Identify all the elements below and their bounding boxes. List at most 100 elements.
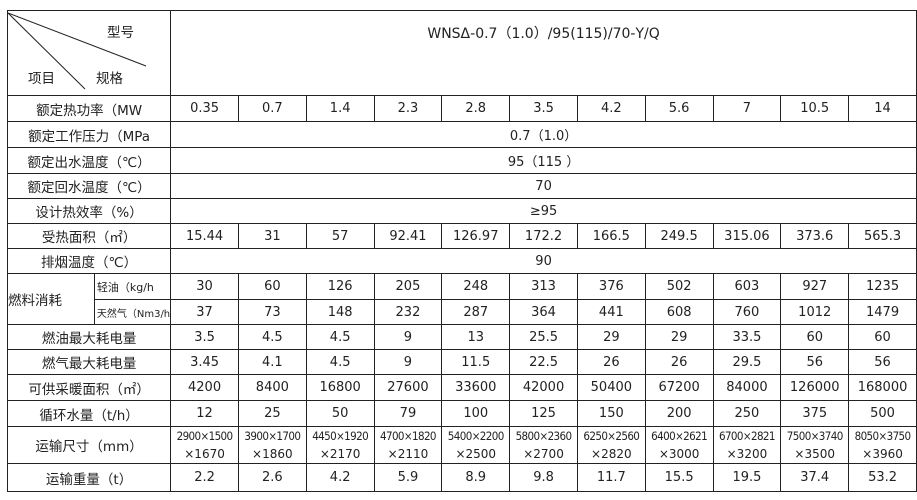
row-label: 受热面积（㎡） xyxy=(6,223,172,249)
dimension-cell: 5800×2360 ×2700 xyxy=(509,426,578,464)
value-cell: 760 xyxy=(712,299,782,325)
value-cell: 33600 xyxy=(441,374,511,401)
dimension-lw: 6250×2560 xyxy=(583,429,640,443)
value-cell: 27600 xyxy=(373,374,443,401)
dimension-cell: 4450×1920 ×2170 xyxy=(305,426,375,464)
value-cell: 50 xyxy=(305,400,375,427)
dimension-h: ×2170 xyxy=(319,447,361,461)
table-row: 额定工作压力（MPa 0.7（1.0） xyxy=(6,121,917,148)
value-cell: 56 xyxy=(848,349,917,375)
value-cell: 15.5 xyxy=(644,463,714,492)
value-cell: 60 xyxy=(848,324,917,350)
value-cell: 250 xyxy=(712,400,782,427)
value-cell: 15.44 xyxy=(170,223,239,249)
row-label: 额定热功率（MW xyxy=(6,95,172,122)
table-row: 运输重量（t） 2.2 2.6 4.2 5.9 8.9 9.8 11.7 15.5 19.5 37.… xyxy=(6,463,917,492)
table-row: 运输尺寸（mm） 2900×1500 ×1670 3900×1700 ×1860 4450… xyxy=(6,426,917,464)
value-cell: 31 xyxy=(237,223,307,249)
light-oil-label: 轻油（kg/h xyxy=(93,273,172,300)
value-cell: 0.35 xyxy=(170,95,239,122)
value-cell: 67200 xyxy=(644,374,714,401)
value-cell: 126.97 xyxy=(441,223,511,249)
dimension-lw: 7500×3740 xyxy=(786,429,844,443)
value-cell: 5.9 xyxy=(373,463,443,492)
row-label: 设计热效率（%） xyxy=(6,198,172,224)
value-cell: 10.5 xyxy=(780,95,850,122)
value-cell: 30 xyxy=(170,273,239,300)
value-cell: 100 xyxy=(441,400,511,427)
value-cell: 375 xyxy=(780,400,850,427)
value-cell: 57 xyxy=(305,223,375,249)
dimension-h: ×3200 xyxy=(726,447,768,461)
dimension-lw: 6400×2621 xyxy=(651,429,708,443)
value-cell: 313 xyxy=(509,273,578,300)
row-label: 运输尺寸（mm） xyxy=(6,426,172,464)
value-cell: 0.7 xyxy=(237,95,307,122)
value-cell: 248 xyxy=(441,273,511,300)
dimension-lw: 4700×1820 xyxy=(379,429,437,443)
merged-value-cell: 70 xyxy=(170,173,917,199)
value-cell: 60 xyxy=(237,273,307,300)
value-cell: 364 xyxy=(509,299,578,325)
value-cell: 25 xyxy=(237,400,307,427)
value-cell: 60 xyxy=(780,324,850,350)
value-cell: 150 xyxy=(576,400,646,427)
dimension-cell: 8050×3750 ×3960 xyxy=(848,426,917,464)
value-cell: 4.2 xyxy=(576,95,646,122)
dimension-cell: 6700×2821 ×3200 xyxy=(712,426,782,464)
value-cell: 376 xyxy=(576,273,646,300)
value-cell: 73 xyxy=(237,299,307,325)
value-cell: 33.5 xyxy=(712,324,782,350)
value-cell: 4.5 xyxy=(237,324,307,350)
dimension-cell: 4700×1820 ×2110 xyxy=(373,426,443,464)
dimension-h: ×1670 xyxy=(184,447,225,461)
dimension-cell: 2900×1500 ×1670 xyxy=(170,426,239,464)
value-cell: 502 xyxy=(644,273,714,300)
value-cell: 14 xyxy=(848,95,917,122)
value-cell: 148 xyxy=(305,299,375,325)
value-cell: 37 xyxy=(170,299,239,325)
dimension-h: ×3500 xyxy=(794,447,836,461)
value-cell: 12 xyxy=(170,400,239,427)
value-cell: 4.5 xyxy=(305,324,375,350)
row-label: 循环水量（t/h） xyxy=(6,400,172,427)
value-cell: 56 xyxy=(780,349,850,375)
value-cell: 2.6 xyxy=(237,463,307,492)
value-cell: 22.5 xyxy=(509,349,578,375)
value-cell: 29 xyxy=(644,324,714,350)
value-cell: 13 xyxy=(441,324,511,350)
dimension-h: ×3960 xyxy=(862,447,903,461)
value-cell: 19.5 xyxy=(712,463,782,492)
value-cell: 25.5 xyxy=(509,324,578,350)
value-cell: 1235 xyxy=(848,273,917,300)
value-cell: 172.2 xyxy=(509,223,578,249)
merged-value-cell: 90 xyxy=(170,248,917,274)
value-cell: 37.4 xyxy=(780,463,850,492)
diagonal-header-cell: 型号 项目 规格 xyxy=(6,10,172,96)
dimension-cell: 7500×3740 ×3500 xyxy=(780,426,850,464)
dimension-h: ×2110 xyxy=(387,447,429,461)
value-cell: 29.5 xyxy=(712,349,782,375)
value-cell: 5.6 xyxy=(644,95,714,122)
fuel-consumption-label: 燃料消耗 xyxy=(7,273,95,325)
value-cell: 84000 xyxy=(712,374,782,401)
table-row: 设计热效率（%） ≥95 xyxy=(6,198,917,224)
dimension-lw: 4450×1920 xyxy=(312,429,369,443)
value-cell: 373.6 xyxy=(780,223,850,249)
table-row: 燃料消耗 轻油（kg/h 30 60 126 205 248 313 376 502 603 927 1… xyxy=(7,273,917,325)
value-cell: 2.8 xyxy=(441,95,511,122)
value-cell: 11.7 xyxy=(576,463,646,492)
value-cell: 53.2 xyxy=(848,463,917,492)
merged-value-cell: 0.7（1.0） xyxy=(170,121,917,148)
dimension-lw: 5400×2200 xyxy=(447,429,505,443)
dimension-lw: 2900×1500 xyxy=(176,429,234,443)
value-cell: 92.41 xyxy=(373,223,443,249)
row-label: 燃气最大耗电量 xyxy=(6,349,172,375)
value-cell: 42000 xyxy=(509,374,578,401)
merged-value-cell: 95（115 ） xyxy=(170,147,917,174)
value-cell: 4.1 xyxy=(237,349,307,375)
dimension-h: ×1860 xyxy=(252,447,293,461)
dimension-h: ×2820 xyxy=(591,447,632,461)
dimension-h: ×2700 xyxy=(523,447,564,461)
table-row: 循环水量（t/h） 12 25 50 79 100 125 150 200 250 375 500 xyxy=(6,400,917,427)
